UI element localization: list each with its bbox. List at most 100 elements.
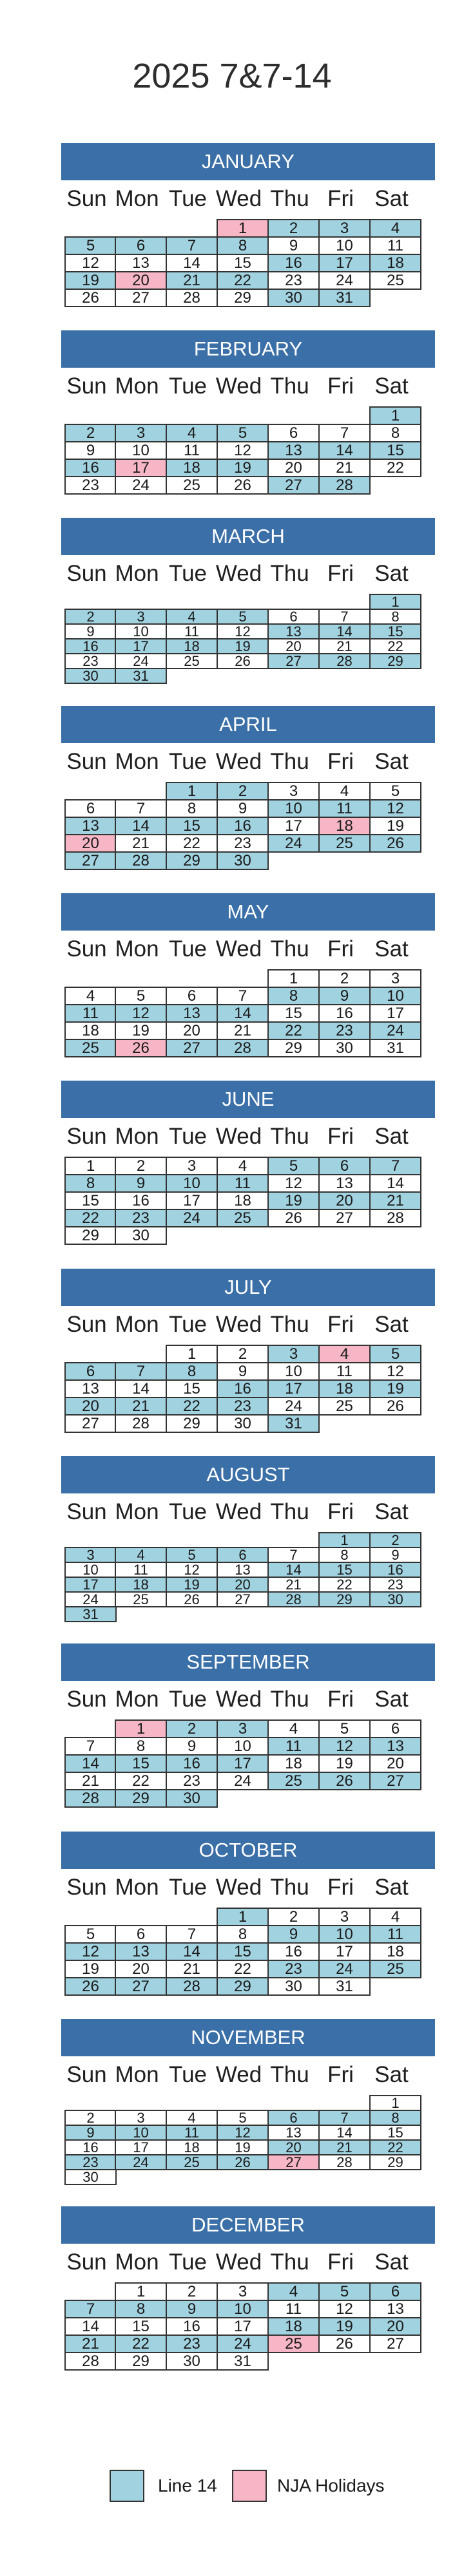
weekday-label: Fri <box>327 936 354 961</box>
day-cell: 16 <box>369 1562 421 1578</box>
day-cell: 19 <box>217 2139 269 2155</box>
weekday-label: Sun <box>66 749 107 774</box>
day-cell: 19 <box>318 1754 371 1773</box>
day-cell: 28 <box>217 1039 269 1057</box>
weekday-label: Sat <box>374 1312 409 1337</box>
day-cell: 6 <box>166 987 218 1005</box>
day-cell: 8 <box>217 236 269 255</box>
weekday-label: Tue <box>168 1499 207 1524</box>
day-cell: 14 <box>166 1942 218 1961</box>
day-cell: 27 <box>369 1772 421 1790</box>
month-july: JULY Sun Mon Tue Wed Thu Fri Sat 1 2 3 4 5 6 7 8 9 10 11 12… <box>61 1269 435 1439</box>
month-header: MARCH <box>61 518 435 555</box>
day-cell: 20 <box>115 1960 167 1978</box>
day-cell: 28 <box>64 2352 117 2371</box>
day-cell: 12 <box>369 1362 421 1381</box>
day-cell: 5 <box>369 1345 421 1363</box>
day-cell: 3 <box>267 782 320 800</box>
day-cell: 28 <box>318 653 371 669</box>
weekday-label: Wed <box>215 561 262 586</box>
day-cell: 10 <box>115 441 167 460</box>
day-cell: 22 <box>115 2334 167 2353</box>
line-14-label: Line 14 <box>158 2476 217 2496</box>
day-cell: 1 <box>115 1719 167 1738</box>
day-cell: 8 <box>64 1174 117 1193</box>
day-cell: 2 <box>115 1157 167 1175</box>
day-cell: 15 <box>217 254 269 272</box>
day-cell: 21 <box>318 2139 371 2155</box>
day-cell: 21 <box>115 834 167 853</box>
day-cell: 24 <box>115 2154 167 2170</box>
weekday-label: Mon <box>115 1875 159 1900</box>
day-cell: 26 <box>217 2154 269 2170</box>
day-cell: 28 <box>166 1977 218 1996</box>
day-cell: 13 <box>166 1004 218 1023</box>
day-grid: 1 2 3 4 5 6 7 8 9 10 11 12 13 14 15 16 17 18 19 20 21 22 23 24 2… <box>61 968 435 1064</box>
day-cell: 9 <box>166 2300 218 2318</box>
weekday-label: Tue <box>168 749 207 774</box>
day-cell: 23 <box>267 1960 320 1978</box>
day-cell: 18 <box>318 1379 371 1398</box>
day-cell: 12 <box>318 2300 371 2318</box>
day-cell: 4 <box>369 1908 421 1926</box>
day-cell: 18 <box>318 817 371 835</box>
day-cell: 10 <box>217 2300 269 2318</box>
day-cell: 19 <box>217 459 269 477</box>
day-cell: 15 <box>369 441 421 460</box>
day-cell: 14 <box>267 1562 320 1578</box>
day-cell: 14 <box>318 2125 371 2141</box>
weekday-label: Wed <box>215 1687 262 1712</box>
day-grid: 1 2 3 4 5 6 7 8 9 10 11 12 13 14 15 16 17 18 19 20 21 22 23 24 2… <box>61 2094 435 2193</box>
weekday-row: Sun Mon Tue Wed Thu Fri Sat <box>61 1493 435 1531</box>
day-cell: 25 <box>369 271 421 290</box>
day-cell: 9 <box>115 1174 167 1193</box>
day-cell: 22 <box>166 1397 218 1416</box>
day-cell: 4 <box>166 2110 218 2126</box>
day-cell: 11 <box>369 1925 421 1944</box>
day-cell: 4 <box>318 782 371 800</box>
weekday-row: Sun Mon Tue Wed Thu Fri Sat <box>61 2244 435 2281</box>
day-cell: 15 <box>166 817 218 835</box>
weekday-label: Sun <box>66 561 107 586</box>
day-cell: 20 <box>267 2139 320 2155</box>
day-cell: 1 <box>166 782 218 800</box>
day-cell: 13 <box>369 2300 421 2318</box>
day-cell: 17 <box>369 1004 421 1023</box>
day-cell: 19 <box>64 1960 117 1978</box>
day-cell: 12 <box>217 441 269 460</box>
weekday-label: Wed <box>215 1875 262 1900</box>
day-cell: 19 <box>318 2317 371 2336</box>
day-cell: 7 <box>166 236 218 255</box>
day-cell: 6 <box>267 2110 320 2126</box>
weekday-label: Sun <box>66 1687 107 1712</box>
month-january: JANUARY Sun Mon Tue Wed Thu Fri Sat 1 2 3 4 5 6 7 8 9 10 1… <box>61 143 435 314</box>
day-cell: 11 <box>318 799 371 818</box>
day-cell: 20 <box>64 834 117 853</box>
day-cell: 24 <box>115 653 167 669</box>
day-cell: 12 <box>369 799 421 818</box>
day-cell: 25 <box>369 1960 421 1978</box>
day-cell: 12 <box>64 254 117 272</box>
day-cell: 3 <box>217 2282 269 2301</box>
day-cell: 18 <box>64 1021 117 1040</box>
day-cell: 19 <box>267 1191 320 1210</box>
day-cell: 2 <box>267 1908 320 1926</box>
day-cell: 18 <box>369 254 421 272</box>
day-cell: 14 <box>115 1379 167 1398</box>
day-cell: 30 <box>267 289 320 307</box>
day-cell: 8 <box>115 1737 167 1756</box>
day-cell: 4 <box>267 2282 320 2301</box>
day-cell: 16 <box>217 817 269 835</box>
day-cell: 13 <box>318 1174 371 1193</box>
day-grid: 1 2 3 4 5 6 7 8 9 10 11 12 13 14 15 16 17 18 19 20 21 22 23 24 2… <box>61 1343 435 1439</box>
day-grid: 1 2 3 4 5 6 7 8 9 10 11 12 13 14 15 16 17 18 19 20 21 22 23 24 2… <box>61 218 435 314</box>
weekday-label: Thu <box>270 186 309 211</box>
day-cell: 23 <box>217 1397 269 1416</box>
page-title: 2025 7&7-14 <box>132 57 332 95</box>
day-cell: 14 <box>64 2317 117 2336</box>
day-cell: 4 <box>166 424 218 442</box>
day-grid: 1 2 3 4 5 6 7 8 9 10 11 12 13 14 15 16 17 18 19 20 21 22 23 24 2… <box>61 592 435 692</box>
day-cell: 26 <box>318 2334 371 2353</box>
day-cell: 17 <box>217 1754 269 1773</box>
day-cell: 28 <box>267 1591 320 1607</box>
